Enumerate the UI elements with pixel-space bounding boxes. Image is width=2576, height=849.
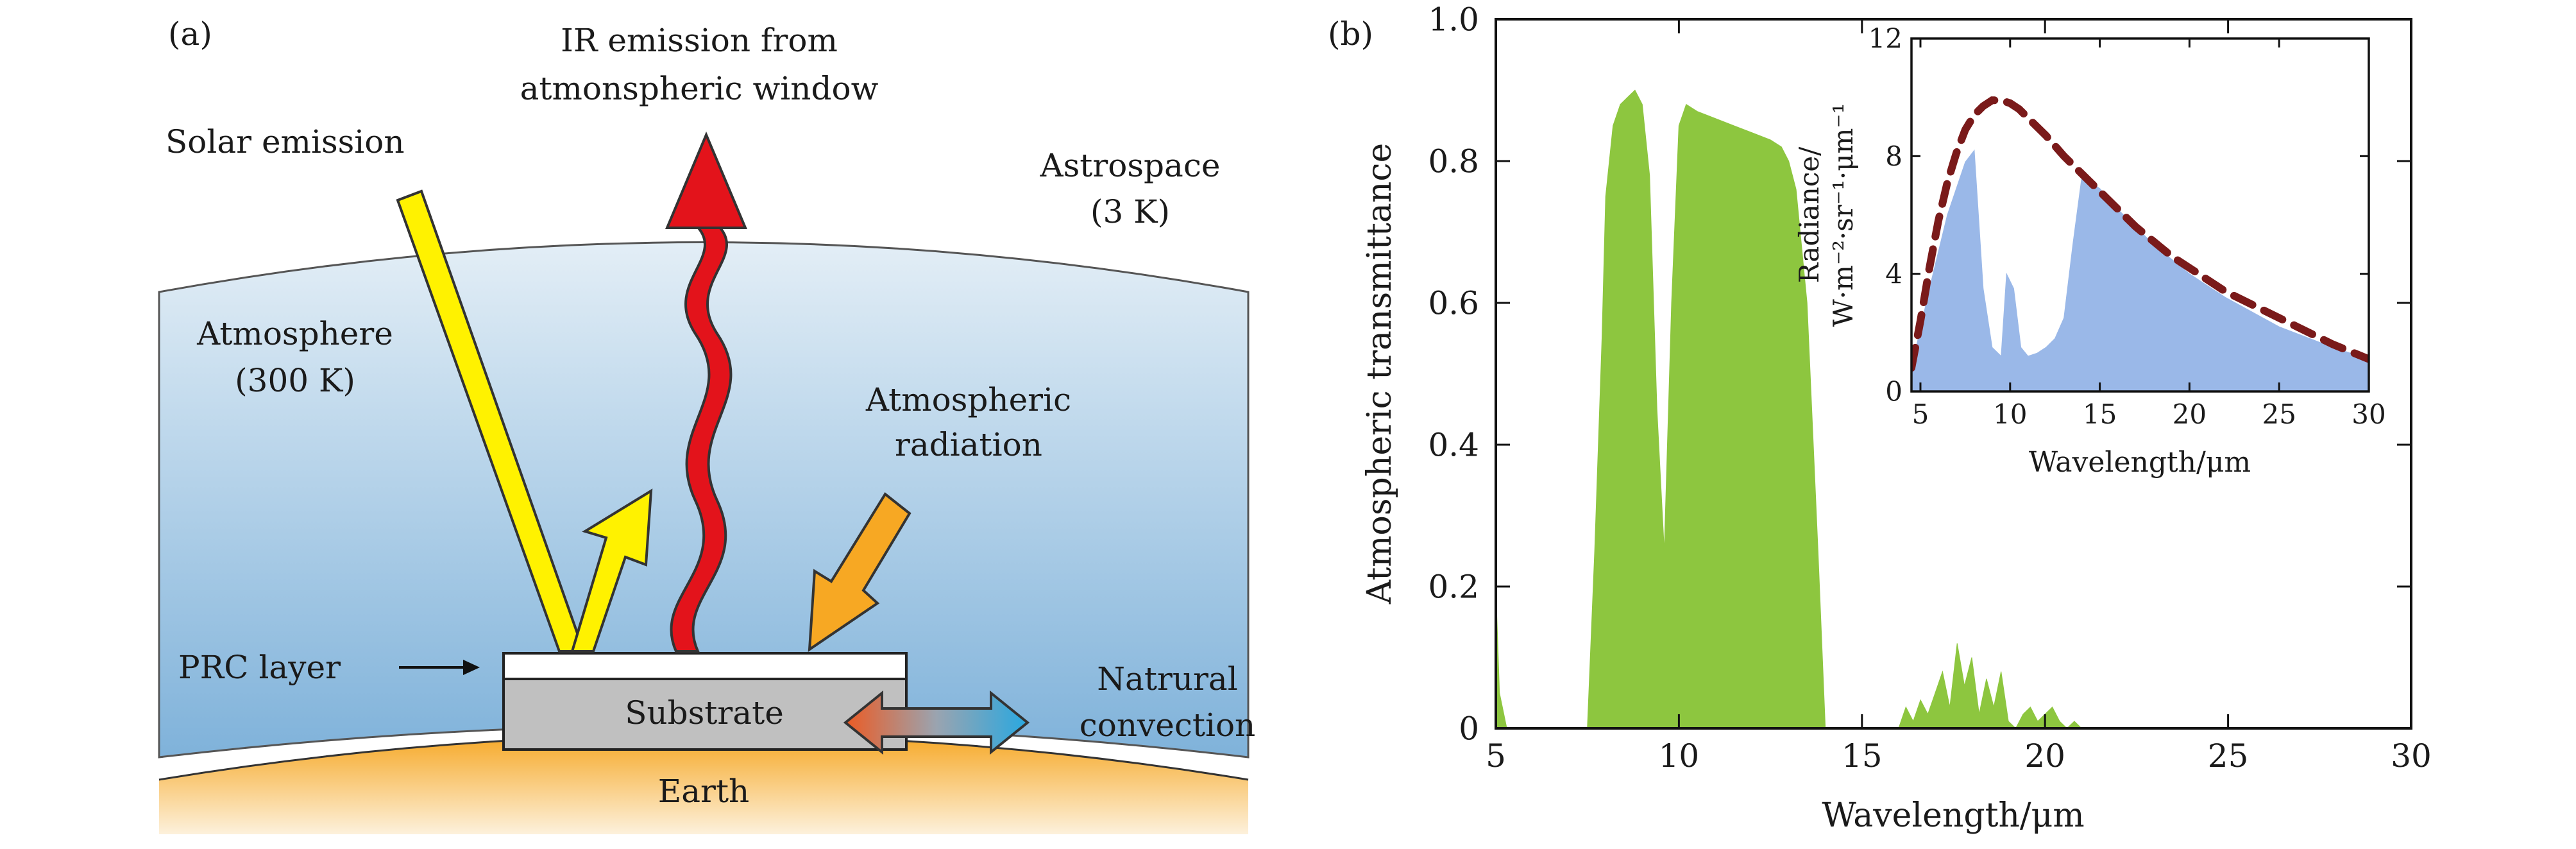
solar-reflected-arrow <box>570 488 653 653</box>
ir-emission-label-line1: IR emission from <box>561 22 838 59</box>
inset-xlabel: Wavelength/μm <box>2029 446 2251 479</box>
main-ytick-label: 0.2 <box>1428 569 1479 606</box>
main-xtick-label: 30 <box>2391 737 2432 775</box>
astrospace-label-line2: (3 K) <box>1090 193 1170 230</box>
ir-emission-label-line2: atmonspheric window <box>520 70 879 107</box>
atmosphere-label-line2: (300 K) <box>235 362 355 399</box>
inset-xtick-label: 20 <box>2173 399 2207 430</box>
main-xtick-label: 20 <box>2024 737 2065 775</box>
atmospheric-radiation-arrow <box>808 492 911 652</box>
solar-emission-label: Solar emission <box>165 123 405 160</box>
inset-plot-frame <box>1910 37 2370 393</box>
main-ytick-label: 0.4 <box>1428 427 1479 464</box>
main-series-0-area <box>1496 89 2411 728</box>
atmosphere-label-line1: Atmosphere <box>196 315 393 352</box>
inset-ytick-label: 12 <box>1868 23 1902 55</box>
earth-label: Earth <box>658 773 750 810</box>
panel-b-label: (b) <box>1328 15 1373 53</box>
inset-xtick-label: 5 <box>1912 399 1929 430</box>
main-xtick-label: 5 <box>1486 737 1506 775</box>
radiance-inset-plot: 5 10 15 20 25 30 0 4 8 12 Wavelength/μm Radiance/… <box>1793 23 2386 479</box>
inset-xtick-label: 30 <box>2351 399 2385 430</box>
natural-convection-arrow <box>843 690 1030 755</box>
natural-convection-label-line2: convection <box>1080 707 1256 744</box>
natural-convection-label-line1: Natrural <box>1097 660 1237 698</box>
inset-ytick-label: 8 <box>1885 141 1902 172</box>
inset-series-0-area <box>1911 149 2369 391</box>
atmospheric-radiation-label-line2: radiation <box>895 426 1042 463</box>
main-ytick-label: 1.0 <box>1428 1 1479 39</box>
main-plot-frame <box>1495 18 2412 730</box>
substrate-block <box>502 678 908 751</box>
inset-xtick-label: 15 <box>2083 399 2117 430</box>
main-xlabel: Wavelength/μm <box>1822 796 2084 835</box>
inset-xtick-label: 25 <box>2262 399 2296 430</box>
prc-pointer-head <box>463 660 480 675</box>
prc-layer-block <box>502 652 908 680</box>
inset-ytick-label: 4 <box>1885 258 1902 289</box>
main-ytick-label: 0.6 <box>1428 285 1479 322</box>
atmospheric-radiation-label-line1: Atmospheric <box>865 381 1071 418</box>
panel-a-diagram: (a) IR emission from atmonspheric window… <box>158 15 1256 834</box>
astrospace-label-line1: Astrospace <box>1040 147 1221 184</box>
main-xtick-label: 15 <box>1842 737 1883 775</box>
main-ytick-label: 0.8 <box>1428 143 1479 180</box>
panel-a-label: (a) <box>168 15 212 53</box>
main-ylabel: Atmospheric transmittance <box>1360 143 1399 605</box>
inset-series-1-line <box>1911 96 2369 372</box>
earth-region <box>159 735 1248 834</box>
inset-ylabel-line2: W·m⁻²·sr⁻¹·μm⁻¹ <box>1827 103 1859 327</box>
panel-b-chart: (b) 5 10 15 20 25 30 0 0.2 0.4 0.6 0.8 1.0 Waveleng… <box>1328 1 2432 836</box>
substrate-label: Substrate <box>625 694 784 732</box>
prc-layer-label: PRC layer <box>178 649 341 686</box>
main-xtick-label: 25 <box>2208 737 2249 775</box>
ir-emission-arrow-head <box>665 131 748 229</box>
inset-xtick-label: 10 <box>1993 399 2027 430</box>
inset-ytick-label: 0 <box>1885 376 1902 407</box>
inset-ylabel-line1: Radiance/ <box>1793 146 1825 283</box>
main-ytick-label: 0 <box>1459 710 1479 748</box>
transmittance-plot: 5 10 15 20 25 30 0 0.2 0.4 0.6 0.8 1.0 Wavelength/μ… <box>1360 1 2432 836</box>
main-xtick-label: 10 <box>1659 737 1700 775</box>
